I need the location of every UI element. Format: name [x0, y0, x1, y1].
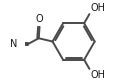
Text: OH: OH: [90, 70, 105, 80]
Text: N: N: [10, 39, 17, 49]
Text: O: O: [36, 14, 43, 24]
Text: OH: OH: [90, 3, 105, 13]
